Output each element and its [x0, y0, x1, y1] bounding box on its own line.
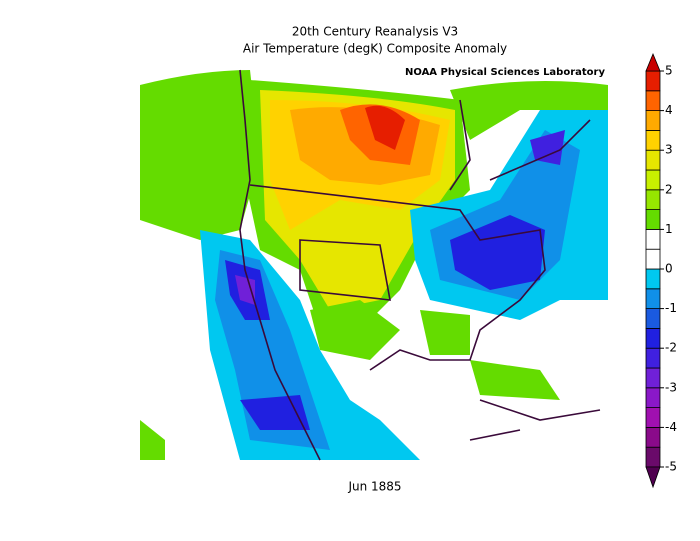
colorbar-tick-label: 0 [665, 262, 673, 276]
date-label: Jun 1885 [347, 480, 401, 494]
colorbar-tick-label: 5 [665, 64, 673, 78]
colorbar-band [645, 248, 661, 270]
colorbar-band [645, 228, 661, 250]
colorbar-band [645, 149, 661, 171]
colorbar-over-arrow [645, 52, 661, 72]
colorbar-band [645, 110, 661, 131]
colorbar-band [645, 268, 661, 290]
colorbar-band [645, 308, 661, 329]
colorbar-band [645, 169, 661, 191]
colorbar-band [645, 327, 661, 349]
map [140, 62, 608, 461]
colorbar-band [645, 70, 661, 92]
subtitle: Air Temperature (degK) Composite Anomaly [243, 42, 507, 56]
colorbar-tick-label: -1 [665, 301, 677, 315]
colorbar-tick-label: 1 [665, 222, 673, 236]
colorbar-tick-label: 2 [665, 182, 673, 196]
colorbar-band [645, 129, 661, 151]
colorbar-band [645, 407, 661, 428]
colorbar-tick-label: -5 [665, 460, 677, 474]
colorbar-tick-label: 4 [665, 103, 673, 117]
colorbar-band [645, 209, 661, 230]
title: 20th Century Reanalysis V3 [292, 25, 458, 39]
colorbar-band [645, 367, 661, 389]
colorbar-tick-label: -3 [665, 380, 677, 394]
colorbar-tick-label: 3 [665, 143, 673, 157]
colorbar-band [645, 446, 661, 468]
colorbar-under-arrow [645, 466, 661, 489]
colorbar-tick-label: -4 [665, 420, 677, 434]
colorbar-band [645, 426, 661, 448]
colorbar-tick-label: -2 [665, 341, 677, 355]
colorbar-band [645, 90, 661, 112]
colorbar-band [645, 387, 661, 408]
colorbar-band [645, 189, 661, 211]
colorbar-band [645, 288, 661, 309]
colorbar: 5 4 3 2 1 0 -1 -2 -3 -4 -5 [645, 52, 677, 489]
credit: NOAA Physical Sciences Laboratory [405, 67, 606, 78]
colorbar-band [645, 347, 661, 369]
